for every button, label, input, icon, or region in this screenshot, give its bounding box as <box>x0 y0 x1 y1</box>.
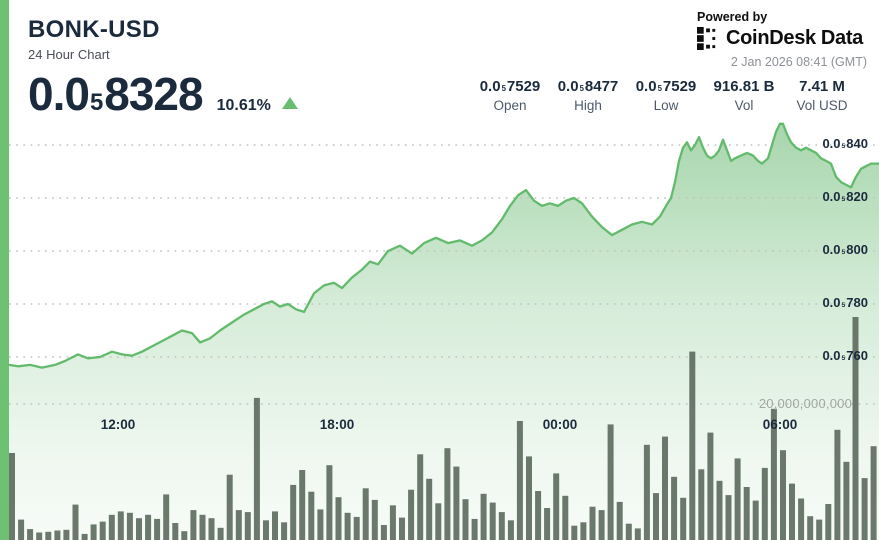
brand-name-main: CoinDesk <box>726 27 816 49</box>
ohlc-stats-row: 0.057529 Open 0.058477 High 0.057529 Low… <box>471 78 861 113</box>
time-axis-tick-label: 18:00 <box>319 417 355 432</box>
stat-open: 0.057529 Open <box>471 78 549 113</box>
stat-high-value: 0.058477 <box>557 78 619 95</box>
current-price: 0.058328 <box>28 68 204 120</box>
price-row: 0.058328 10.61% <box>28 71 298 117</box>
price-change-percent: 10.61% <box>216 97 271 114</box>
stat-volume-usd: 7.41 M Vol USD <box>783 78 861 113</box>
price-axis-tick-label: 0.05760 <box>822 348 868 363</box>
price-axis-tick-label: 0.05820 <box>822 189 868 204</box>
timestamp: 2 Jan 2026 08:41 (GMT) <box>730 55 867 69</box>
coindesk-logo-icon <box>697 27 720 50</box>
stat-high-label: High <box>574 98 602 113</box>
price-axis-tick-label: 0.05800 <box>822 242 868 257</box>
price-axis-tick-label: 0.05840 <box>822 136 868 151</box>
price-axis-tick-label: 0.05780 <box>822 295 868 310</box>
brand-row[interactable]: CoinDesk Data <box>697 27 867 50</box>
stat-open-value: 0.057529 <box>479 78 541 95</box>
stat-volume-value: 916.81 B <box>713 78 775 95</box>
time-axis-tick-label: 12:00 <box>100 417 136 432</box>
up-arrow-icon <box>281 97 298 109</box>
header-right: Powered by CoinDesk Data 2 Jan 2026 08:41… <box>697 10 867 69</box>
time-axis-tick-label: 00:00 <box>542 417 578 432</box>
stat-low-label: Low <box>653 98 679 113</box>
volume-axis-label: 20,000,000,000 <box>758 396 852 411</box>
chart-range-subtitle: 24 Hour Chart <box>28 47 110 62</box>
stat-volume-usd-label: Vol USD <box>796 98 848 113</box>
stat-open-label: Open <box>493 98 527 113</box>
powered-by-label: Powered by <box>697 10 768 24</box>
stat-volume: 916.81 B Vol <box>705 78 783 113</box>
stat-high: 0.058477 High <box>549 78 627 113</box>
stat-low: 0.057529 Low <box>627 78 705 113</box>
symbol-title: BONK-USD <box>28 16 160 43</box>
stat-volume-usd-value: 7.41 M <box>799 78 845 95</box>
time-axis-tick-label: 06:00 <box>762 417 798 432</box>
left-accent-bar <box>0 0 9 540</box>
stat-low-value: 0.057529 <box>635 78 697 95</box>
stat-volume-label: Vol <box>734 98 754 113</box>
header-left: BONK-USD 24 Hour Chart 0.058328 10.61% <box>28 16 298 117</box>
brand-name-suffix: Data <box>820 27 864 49</box>
brand-name: CoinDesk Data <box>726 27 863 50</box>
